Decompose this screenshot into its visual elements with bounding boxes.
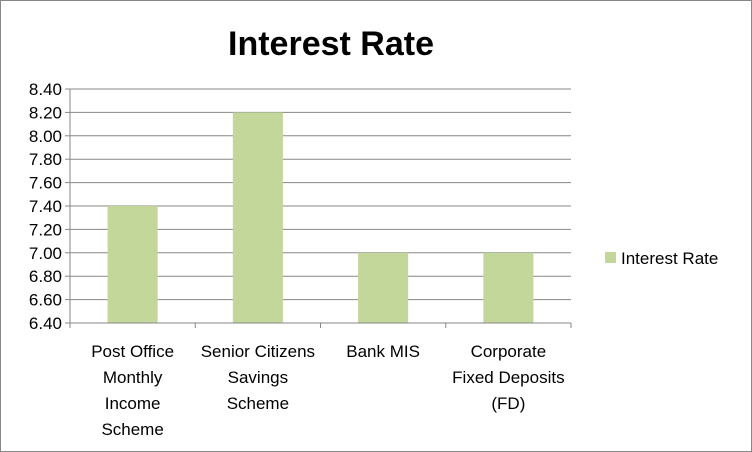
y-tick-label: 8.00 (29, 127, 62, 146)
y-tick-label: 6.80 (29, 267, 62, 286)
y-axis-tick-labels: 6.40 6.60 6.80 7.00 7.20 7.40 7.60 7.80 8.00 8.20… (29, 80, 62, 333)
y-tick-label: 6.40 (29, 314, 62, 333)
legend: Interest Rate (605, 249, 718, 268)
x-category-label: Corporate Fixed Deposits (FD) (452, 342, 564, 413)
y-tick-label: 7.60 (29, 174, 62, 193)
bar (232, 112, 283, 324)
chart-title: Interest Rate (228, 25, 434, 63)
y-tick-label: 7.20 (29, 220, 62, 239)
bars (107, 112, 534, 324)
bar (483, 252, 534, 323)
y-tick-label: 7.40 (29, 197, 62, 216)
x-category-label: Senior Citizens Savings Scheme (201, 342, 315, 413)
axes (65, 88, 572, 328)
x-category-label: Bank MIS (346, 342, 420, 361)
legend-swatch (605, 252, 616, 263)
bar (358, 252, 409, 323)
x-category-label: Post Office Monthly Income Scheme (91, 342, 174, 439)
y-tick-label: 6.60 (29, 291, 62, 310)
x-axis-category-labels: Post Office Monthly Income Scheme Senior Cit… (91, 342, 564, 439)
y-tick-label: 7.80 (29, 150, 62, 169)
y-tick-label: 7.00 (29, 244, 62, 263)
bar (107, 206, 158, 323)
y-tick-label: 8.40 (29, 80, 62, 99)
y-tick-label: 8.20 (29, 103, 62, 122)
legend-label: Interest Rate (621, 249, 718, 268)
